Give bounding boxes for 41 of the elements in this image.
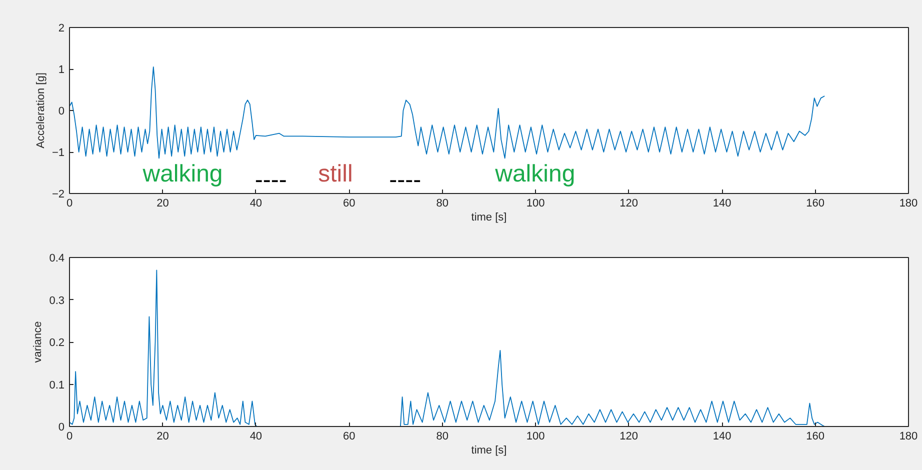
x-tick-label: 80 — [436, 198, 449, 210]
y-tick-label: −2 — [52, 188, 65, 200]
x-tick-label: 160 — [806, 430, 824, 442]
y-tick-label: 0.1 — [49, 379, 65, 392]
y-axis-title: Acceleration [g] — [34, 72, 47, 148]
annotation: still — [318, 160, 353, 188]
line-series — [70, 66, 826, 159]
x-tick-label: 140 — [712, 430, 732, 442]
x-tick-label: 80 — [436, 430, 449, 442]
x-tick-label: 120 — [620, 198, 638, 210]
annotation: ---- — [254, 166, 287, 194]
line-series — [70, 270, 826, 426]
x-tick-label: 60 — [343, 198, 356, 210]
y-tick-label: 0 — [58, 422, 65, 434]
y-tick-label: −1 — [52, 147, 65, 159]
x-tick-label: 0 — [66, 198, 73, 210]
x-tick-label: 60 — [343, 430, 356, 442]
x-tick-label: 20 — [156, 198, 169, 210]
x-tick-label: 160 — [806, 198, 824, 210]
y-tick-label: 2 — [58, 22, 65, 34]
x-tick-label: 180 — [899, 198, 918, 210]
x-axis-title: time [s] — [471, 212, 507, 224]
x-tick-label: 180 — [899, 430, 918, 442]
annotation: walking — [142, 160, 223, 188]
y-tick-label: 0.3 — [49, 294, 65, 307]
x-axis-title: time [s] — [471, 444, 507, 456]
x-tick-label: 120 — [620, 430, 638, 442]
y-tick-label: 0.4 — [49, 252, 65, 264]
y-tick-label: 0.2 — [49, 337, 65, 349]
x-tick-label: 20 — [156, 430, 169, 442]
annotation: walking — [494, 160, 576, 188]
x-tick-label: 100 — [526, 430, 545, 442]
y-axis-title: variance — [32, 321, 44, 363]
annotation: ---- — [389, 166, 422, 194]
y-tick-label: 1 — [58, 64, 65, 76]
x-tick-label: 100 — [526, 198, 545, 210]
y-tick-label: 0 — [58, 106, 65, 118]
x-tick-label: 40 — [250, 198, 262, 210]
x-tick-label: 140 — [712, 198, 732, 210]
x-tick-label: 0 — [66, 430, 73, 442]
x-tick-label: 40 — [250, 430, 262, 442]
